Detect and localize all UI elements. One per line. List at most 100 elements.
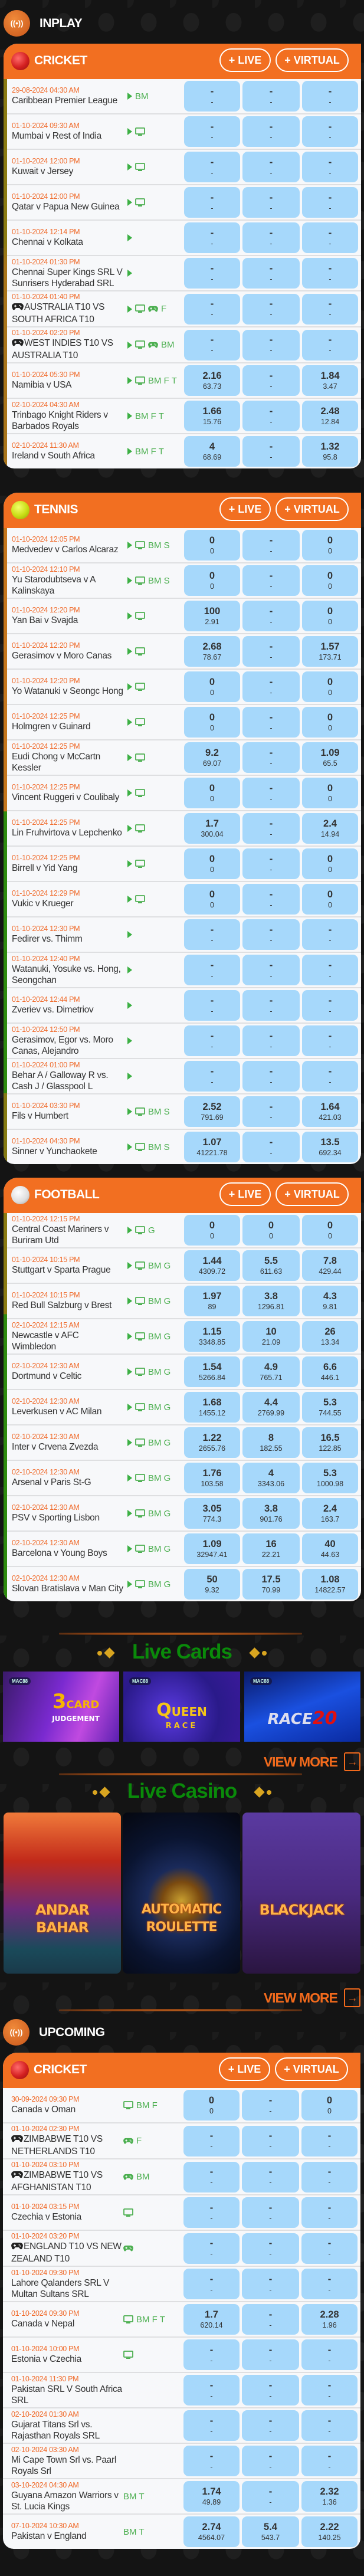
- odds-button[interactable]: - -: [242, 293, 300, 325]
- odds-button[interactable]: 10 21.09: [242, 1321, 300, 1352]
- odds-button[interactable]: - -: [301, 2339, 358, 2370]
- match-row[interactable]: 01-10-2024 02:20 PM WEST INDIES T10 VS A…: [4, 327, 361, 363]
- odds-button[interactable]: - -: [184, 329, 240, 360]
- odds-button[interactable]: 4.3 9.81: [302, 1286, 358, 1316]
- odds-button[interactable]: 0 0: [184, 565, 240, 596]
- odds-button[interactable]: - -: [242, 601, 300, 631]
- odds-button[interactable]: - -: [183, 2125, 240, 2157]
- odds-button[interactable]: 1.7 620.14: [183, 2304, 240, 2335]
- match-name-link[interactable]: Estonia v Czechia: [11, 2354, 123, 2365]
- match-row[interactable]: 01-10-2024 12:25 PM Birrell v Yid Yang 0…: [4, 847, 361, 882]
- odds-button[interactable]: - -: [184, 1025, 240, 1056]
- odds-button[interactable]: - -: [301, 2233, 358, 2264]
- match-name-link[interactable]: Yan Bai v Svajda: [12, 615, 124, 626]
- match-name-link[interactable]: Stuttgart v Sparta Prague: [12, 1264, 124, 1276]
- odds-button[interactable]: - -: [184, 152, 240, 182]
- match-name-link[interactable]: Gerasimov v Moro Canas: [12, 650, 124, 661]
- live-filter-button[interactable]: + LIVE: [219, 2057, 270, 2081]
- match-row[interactable]: 01-10-2024 09:30 PM Lahore Qalanders SRL…: [3, 2267, 360, 2302]
- match-row[interactable]: 01-10-2024 12:20 PM Yan Bai v Svajda 100…: [4, 599, 361, 634]
- odds-button[interactable]: 1.64 421.03: [302, 1096, 358, 1127]
- match-row[interactable]: 01-10-2024 12:25 PM Vincent Ruggeri v Co…: [4, 776, 361, 811]
- odds-button[interactable]: 1.22 2655.76: [184, 1427, 240, 1458]
- odds-button[interactable]: 1.09 65.5: [302, 742, 358, 773]
- odds-button[interactable]: - -: [242, 848, 300, 879]
- match-row[interactable]: 01-10-2024 10:15 PM Stuttgart v Sparta P…: [4, 1248, 361, 1284]
- match-row[interactable]: 03-10-2024 04:30 AM Guyana Amazon Warrio…: [3, 2479, 360, 2515]
- odds-button[interactable]: 0 0: [183, 2090, 240, 2121]
- game-tile-queen-race[interactable]: MAC88 QUEEN RACE: [123, 1672, 240, 1742]
- odds-button[interactable]: - -: [242, 2375, 299, 2405]
- odds-button[interactable]: - -: [242, 116, 300, 147]
- match-name-link[interactable]: Canada v Nepal: [11, 2318, 123, 2329]
- match-name-link[interactable]: Pakistan v England: [11, 2531, 123, 2542]
- match-row[interactable]: 02-10-2024 12:30 AM Inter v Crvena Zvezd…: [4, 1425, 361, 1461]
- match-name-link[interactable]: Central Coast Mariners v Buriram Utd: [12, 1224, 124, 1246]
- odds-button[interactable]: - -: [183, 2446, 240, 2476]
- odds-button[interactable]: - -: [301, 2269, 358, 2299]
- odds-button[interactable]: 0 0: [184, 848, 240, 879]
- match-name-link[interactable]: Canada v Oman: [11, 2104, 123, 2115]
- odds-button[interactable]: - -: [242, 2410, 299, 2441]
- match-name-link[interactable]: Birrell v Yid Yang: [12, 863, 124, 874]
- virtual-filter-button[interactable]: + VIRTUAL: [276, 497, 349, 521]
- odds-button[interactable]: - -: [184, 258, 240, 289]
- odds-button[interactable]: - -: [302, 955, 358, 985]
- odds-button[interactable]: - -: [183, 2375, 240, 2405]
- odds-button[interactable]: 0 0: [184, 884, 240, 915]
- odds-button[interactable]: 1.44 4309.72: [184, 1250, 240, 1281]
- odds-button[interactable]: - -: [242, 222, 300, 253]
- match-row[interactable]: 02-10-2024 03:30 AM Mi Cape Town Srl vs.…: [3, 2444, 360, 2479]
- match-name-link[interactable]: Sinner v Yunchaokete: [12, 1146, 124, 1157]
- match-row[interactable]: 01-10-2024 12:15 PM Central Coast Marine…: [4, 1213, 361, 1248]
- match-row[interactable]: 01-10-2024 12:25 PM Lin Fruhvirtova v Le…: [4, 811, 361, 847]
- odds-button[interactable]: - -: [242, 187, 300, 218]
- odds-button[interactable]: - -: [184, 222, 240, 253]
- odds-button[interactable]: - -: [184, 187, 240, 218]
- odds-button[interactable]: 0 0: [302, 565, 358, 596]
- odds-button[interactable]: 0 0: [184, 530, 240, 561]
- match-row[interactable]: 01-10-2024 12:30 PM Fedirer vs. Thimm - …: [4, 917, 361, 953]
- match-row[interactable]: 02-10-2024 12:30 AM PSV v Sporting Lisbo…: [4, 1496, 361, 1532]
- odds-button[interactable]: - -: [242, 636, 300, 667]
- odds-button[interactable]: 17.5 70.99: [242, 1569, 300, 1600]
- odds-button[interactable]: 1.15 3348.85: [184, 1321, 240, 1352]
- odds-button[interactable]: - -: [302, 329, 358, 360]
- odds-button[interactable]: - -: [242, 530, 300, 561]
- odds-button[interactable]: 5.3 1000.98: [302, 1463, 358, 1493]
- odds-button[interactable]: - -: [302, 152, 358, 182]
- match-row[interactable]: 01-10-2024 09:30 PM Canada v Nepal BM F …: [3, 2302, 360, 2338]
- odds-button[interactable]: - -: [301, 2410, 358, 2441]
- match-name-link[interactable]: Fils v Humbert: [12, 1110, 124, 1122]
- odds-button[interactable]: - -: [301, 2161, 358, 2192]
- match-name-link[interactable]: Qatar v Papua New Guinea: [12, 201, 124, 212]
- match-row[interactable]: 29-08-2024 04:30 AM Caribbean Premier Le…: [4, 79, 361, 114]
- odds-button[interactable]: - -: [242, 2269, 299, 2299]
- odds-button[interactable]: 1.09 32947.41: [184, 1533, 240, 1564]
- odds-button[interactable]: - -: [183, 2233, 240, 2264]
- odds-button[interactable]: 0 0: [302, 884, 358, 915]
- odds-button[interactable]: 0 0: [302, 530, 358, 561]
- odds-button[interactable]: 4.9 765.71: [242, 1356, 300, 1387]
- odds-button[interactable]: 0 0: [302, 848, 358, 879]
- casino-tile-andar-bahar[interactable]: ANDAR BAHAR: [4, 1813, 121, 1974]
- odds-button[interactable]: 7.8 429.44: [302, 1250, 358, 1281]
- match-row[interactable]: 01-10-2024 10:15 PM Red Bull Salzburg v …: [4, 1284, 361, 1319]
- match-name-link[interactable]: ENGLAND T10 VS NEW ZEALAND T10: [11, 2241, 123, 2264]
- odds-button[interactable]: 13.5 692.34: [302, 1132, 358, 1162]
- odds-button[interactable]: - -: [242, 2161, 299, 2192]
- game-tile-race-20[interactable]: MAC88 RACE20: [244, 1672, 360, 1742]
- odds-button[interactable]: - -: [183, 2269, 240, 2299]
- odds-button[interactable]: 3.05 774.3: [184, 1498, 240, 1529]
- match-row[interactable]: 01-10-2024 12:25 PM Holmgren v Guinard 0…: [4, 705, 361, 740]
- odds-button[interactable]: - -: [183, 2339, 240, 2370]
- odds-button[interactable]: 1.68 1455.12: [184, 1392, 240, 1423]
- odds-button[interactable]: - -: [242, 707, 300, 738]
- match-row[interactable]: 01-10-2024 12:25 PM Eudi Chong v McCartn…: [4, 740, 361, 776]
- match-name-link[interactable]: Kuwait v Jersey: [12, 166, 124, 177]
- match-name-link[interactable]: Newcastle v AFC Wimbledon: [12, 1330, 124, 1352]
- odds-button[interactable]: 1.32 95.8: [302, 436, 358, 467]
- match-name-link[interactable]: Pakistan SRL V South Africa SRL: [11, 2384, 123, 2406]
- match-name-link[interactable]: AUSTRALIA T10 VS SOUTH AFRICA T10: [12, 301, 124, 325]
- match-row[interactable]: 02-10-2024 12:30 AM Dortmund v Celtic BM…: [4, 1355, 361, 1390]
